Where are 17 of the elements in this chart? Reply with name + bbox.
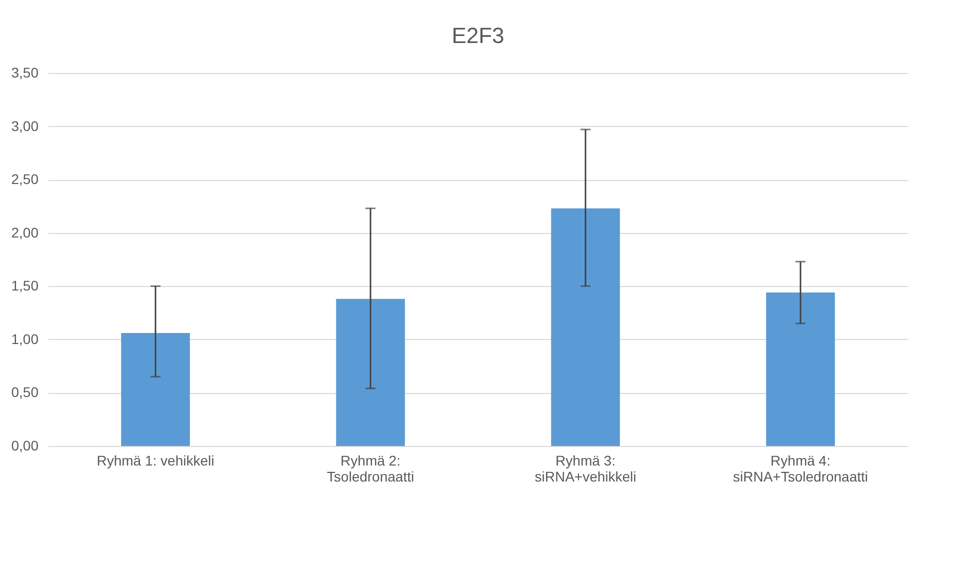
bar xyxy=(766,292,835,446)
y-tick-label: 2,00 xyxy=(11,224,39,240)
y-tick-label: 3,50 xyxy=(11,64,39,80)
y-tick-label: 1,50 xyxy=(11,278,39,294)
y-tick-label: 2,50 xyxy=(11,171,39,188)
y-tick-label: 1,00 xyxy=(11,330,39,347)
y-tick-label: 3,00 xyxy=(11,118,39,134)
bar xyxy=(551,208,620,446)
x-tick-label: Ryhmä 2: Tsoledronaatti xyxy=(326,452,414,484)
chart-title: E2F3 xyxy=(452,23,504,48)
bar xyxy=(336,298,405,446)
y-tick-label: 0,50 xyxy=(11,384,39,400)
bar xyxy=(121,333,190,446)
x-tick-label: Ryhmä 3: siRNA+vehikkeli xyxy=(534,452,636,484)
x-tick-label: Ryhmä 1: vehikkeli xyxy=(96,452,214,468)
x-tick-label: Ryhmä 4: siRNA+Tsoledronaatti xyxy=(732,452,868,484)
y-tick-label: 0,00 xyxy=(11,438,39,454)
